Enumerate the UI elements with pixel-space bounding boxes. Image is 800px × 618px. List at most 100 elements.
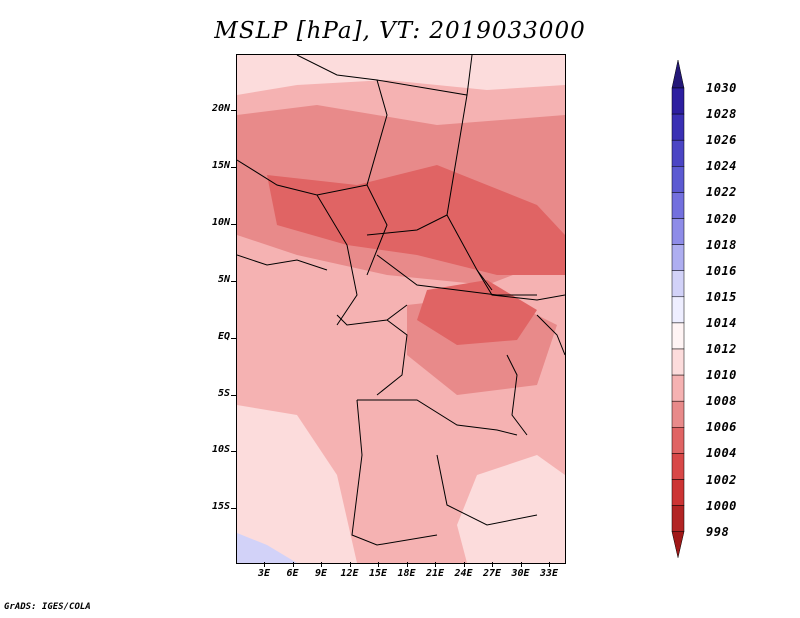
high-pressure-corner [237,533,297,563]
colorbar-cell [671,166,685,193]
lon-label: 27E [482,568,502,579]
colorbar-cell [671,192,685,219]
lat-label: 10S [211,444,230,455]
colorbar-cell [671,139,685,167]
lat-label: 20N [211,103,230,114]
colorbar-label: 1010 [706,368,737,383]
colorbar-cell [671,218,685,245]
colorbar-label: 1006 [706,420,737,435]
lat-tick [231,281,236,282]
lon-label: 12E [340,568,359,579]
colorbar-cell [671,400,685,428]
lon-label: 33E [539,568,559,579]
colorbar-label: 1008 [706,394,737,409]
coastline-gulf [237,254,328,271]
lat-label: EQ [217,331,230,342]
colorbar-cell [671,505,685,532]
border-congo [376,319,408,396]
colorbar-cell [671,244,685,271]
colorbar-label: 1014 [706,315,737,330]
footer-credit: GrADS: IGES/COLA [4,602,91,612]
lat-tick [231,451,236,452]
lat-tick [231,338,236,339]
lon-label: 15E [368,568,388,579]
colorbar-label: 1002 [706,472,737,487]
colorbar-cell [671,60,685,89]
colorbar-cell [671,531,685,558]
border-drc-angola [357,399,518,436]
colorbar-cell [671,374,685,402]
border-sudan-south [476,269,565,301]
lat-tick [231,167,236,168]
border-zambia [436,454,538,526]
border-car-south [376,254,537,296]
colorbar-label: 1020 [706,211,737,226]
low-pressure-band [267,165,565,275]
colorbar-label: 1004 [706,446,737,461]
colorbar-cell [671,87,685,115]
lat-label: 15N [211,160,230,171]
lat-label: 5S [217,388,230,399]
lon-label: 18E [397,568,416,579]
colorbar-cell [671,348,685,376]
colorbar-cell [671,270,685,298]
colorbar-label: 1018 [706,237,737,252]
lon-tick [406,562,408,567]
southwest-light-zone [237,405,357,563]
colorbar-label: 1026 [706,133,737,148]
lon-label: 30E [511,568,530,579]
lat-tick [231,224,236,225]
lon-tick [292,562,294,567]
colorbar-label: 1022 [706,185,737,200]
colorbar-cell [671,427,685,454]
pressure-map [236,54,566,564]
colorbar-label: 1012 [706,342,737,356]
colorbar-cell [671,479,685,506]
lon-tick [435,562,436,567]
colorbar-label: 1030 [706,81,737,95]
border-car-north [366,214,448,236]
colorbar-cell [671,113,685,141]
map-title: MSLP [hPa], VT: 2019033000 [214,18,586,44]
north-light-zone [237,55,565,95]
colorbar-label: 1016 [706,263,737,278]
lon-tick [492,562,493,567]
lat-tick [231,508,236,509]
colorbar-label: 998 [706,524,730,539]
lon-tick [349,562,351,567]
lon-tick [549,562,550,567]
border-great-lakes [506,354,528,436]
border-nigeria-north [237,159,368,196]
southeast-light-zone [457,455,565,563]
colorbar-label: 1028 [706,107,737,122]
lon-tick [463,562,465,567]
border-cameroon-gabon [336,304,408,326]
border-angola-west [351,399,438,546]
lon-tick [378,562,379,567]
colorbar-cell [671,322,685,350]
lat-tick [231,110,236,111]
map-canvas [237,55,565,563]
lat-label: 15S [211,501,230,512]
colorbar-label: 1015 [706,289,737,304]
lat-label: 5N [217,274,230,285]
colorbar-cell [671,296,685,324]
colorbar-cell [671,453,685,480]
colorbar [671,60,685,558]
colorbar-cells [671,60,685,558]
colorbar-label: 1024 [706,159,737,174]
country-borders [237,55,565,546]
lon-label: 9E [314,568,328,579]
lat-tick [231,395,236,396]
lat-label: 10N [211,217,230,228]
border-east [536,314,565,356]
lon-tick [321,562,322,567]
lon-label: 3E [257,568,271,579]
lon-tick [520,562,522,567]
lon-label: 21E [425,568,445,579]
lon-tick [264,562,265,567]
lon-label: 24E [454,568,473,579]
colorbar-label: 1000 [706,498,737,513]
border-nigeria-cameroon [316,194,358,326]
lon-label: 6E [286,568,299,579]
